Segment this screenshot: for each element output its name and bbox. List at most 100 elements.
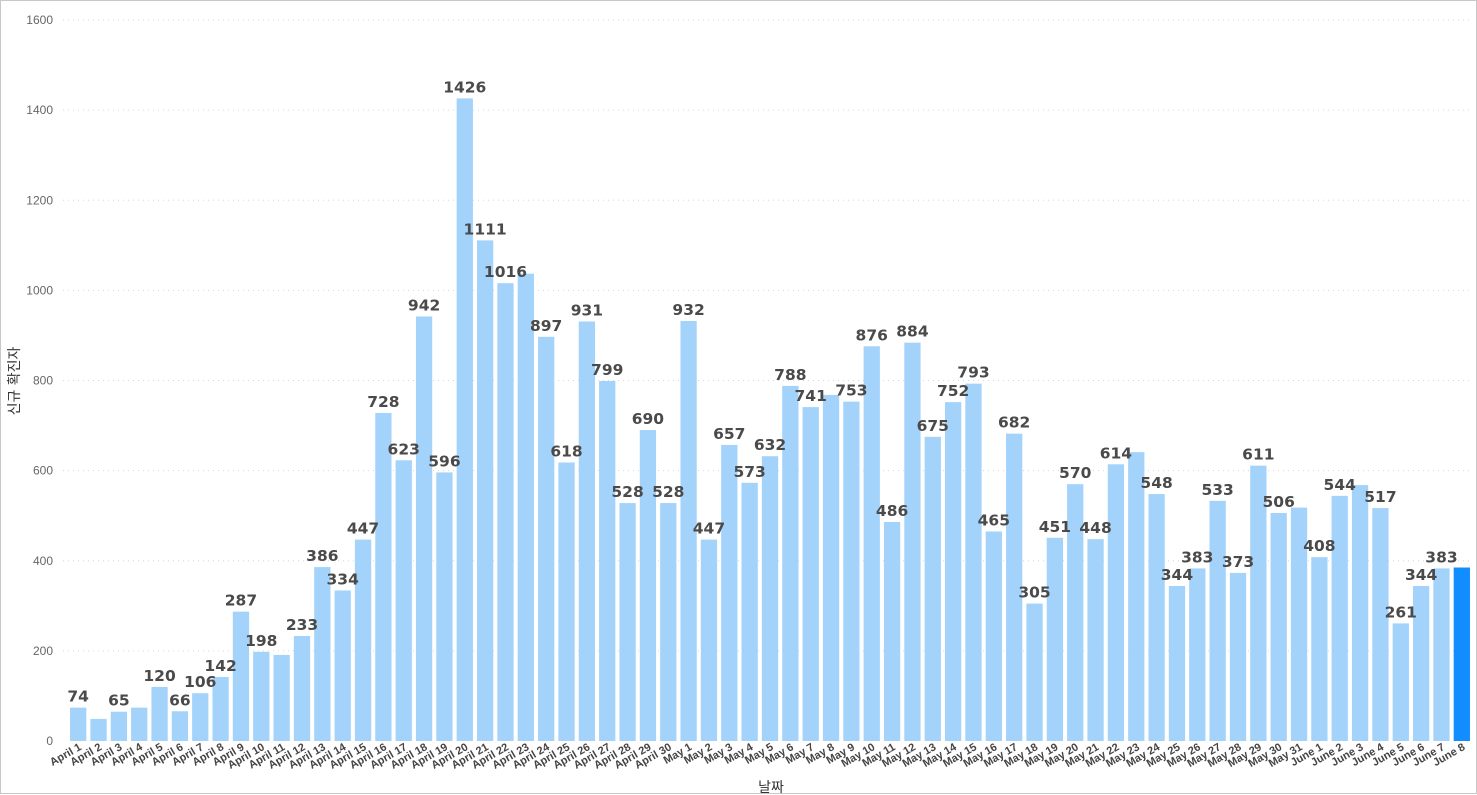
bar[interactable] (1026, 603, 1043, 741)
bar[interactable] (599, 380, 616, 741)
y-tick-label: 1000 (26, 283, 53, 297)
data-label: 486 (876, 502, 908, 520)
bar[interactable] (517, 273, 534, 741)
bar[interactable] (965, 383, 982, 741)
bar[interactable] (1412, 585, 1430, 741)
bar[interactable] (619, 503, 636, 741)
data-label: 657 (713, 425, 745, 443)
bar[interactable] (1392, 623, 1409, 741)
bar[interactable] (1107, 464, 1125, 741)
y-axis-title: 신규 확진자 (7, 346, 23, 415)
x-axis-title: 날짜 (758, 780, 784, 795)
bar[interactable] (497, 283, 514, 741)
bar[interactable] (273, 654, 290, 741)
bar[interactable] (1189, 568, 1206, 741)
bar[interactable] (558, 462, 575, 741)
bar[interactable] (110, 711, 128, 741)
bar[interactable] (314, 567, 331, 741)
bar[interactable] (863, 346, 880, 741)
bar[interactable] (1229, 572, 1247, 741)
bar[interactable] (1128, 452, 1145, 741)
bar[interactable] (232, 611, 250, 741)
data-label: 932 (672, 301, 704, 319)
data-label: 448 (1079, 519, 1111, 537)
bars (70, 98, 1470, 742)
bar[interactable] (578, 321, 596, 741)
bar[interactable] (253, 651, 270, 741)
bar[interactable] (1372, 508, 1389, 741)
bar[interactable] (436, 472, 453, 741)
bar[interactable] (131, 707, 148, 741)
bar[interactable] (660, 503, 677, 741)
bar[interactable] (680, 321, 697, 741)
bar[interactable] (639, 430, 657, 741)
bar[interactable] (1006, 433, 1023, 741)
data-label: 728 (367, 393, 399, 411)
bar[interactable] (1311, 557, 1328, 741)
bar[interactable] (700, 539, 718, 741)
bar[interactable] (1250, 465, 1267, 741)
bar[interactable] (782, 385, 799, 741)
bar[interactable] (1148, 494, 1165, 741)
y-tick-label: 1600 (26, 13, 53, 27)
bar[interactable] (212, 677, 229, 741)
bar[interactable] (375, 412, 392, 741)
bar[interactable] (538, 336, 555, 741)
data-label: 1111 (464, 220, 507, 238)
bar[interactable] (822, 394, 840, 741)
data-label: 799 (591, 361, 623, 379)
bar[interactable] (415, 316, 433, 741)
bar[interactable] (334, 590, 351, 741)
bar[interactable] (293, 636, 311, 741)
bar[interactable] (151, 686, 168, 741)
bar[interactable] (1168, 585, 1186, 741)
data-label: 517 (1364, 488, 1396, 506)
bar[interactable] (1270, 512, 1287, 741)
bar[interactable] (1046, 537, 1064, 741)
data-label: 66 (169, 691, 191, 709)
bar[interactable] (192, 693, 209, 741)
data-label: 528 (611, 483, 643, 501)
bar[interactable] (761, 456, 779, 741)
bar[interactable] (741, 482, 758, 741)
data-label: 632 (754, 436, 786, 454)
data-label: 876 (856, 326, 888, 344)
bar[interactable] (944, 402, 962, 741)
data-label: 344 (1405, 566, 1438, 584)
bar[interactable] (354, 539, 372, 741)
data-label: 741 (795, 387, 827, 405)
bar[interactable] (721, 444, 738, 741)
data-label: 447 (693, 520, 725, 538)
data-label: 447 (347, 520, 379, 538)
bar[interactable] (1087, 539, 1104, 741)
bar[interactable] (90, 718, 107, 741)
bar[interactable] (802, 407, 819, 741)
data-label: 120 (143, 667, 176, 685)
bar[interactable] (1209, 500, 1226, 741)
bar[interactable] (70, 707, 87, 741)
bar[interactable] (1453, 567, 1470, 741)
bar[interactable] (171, 711, 189, 741)
data-label: 1016 (484, 263, 527, 281)
bar[interactable] (1351, 485, 1369, 741)
data-label: 596 (428, 452, 460, 470)
bar[interactable] (843, 401, 860, 741)
bar[interactable] (1290, 507, 1308, 741)
bar[interactable] (924, 436, 941, 741)
bar[interactable] (1331, 495, 1348, 741)
data-label: 884 (896, 323, 929, 341)
bar[interactable] (1433, 568, 1450, 741)
bar[interactable] (883, 522, 901, 741)
data-label: 690 (632, 410, 665, 428)
bar[interactable] (904, 342, 921, 741)
bar[interactable] (985, 531, 1002, 741)
data-label: 793 (957, 364, 989, 382)
data-label: 344 (1161, 566, 1194, 584)
bar[interactable] (456, 98, 473, 741)
data-label: 682 (998, 414, 1030, 432)
y-tick-label: 600 (33, 464, 53, 478)
bar[interactable] (476, 240, 494, 742)
bar[interactable] (1067, 484, 1084, 741)
data-label: 1426 (443, 78, 486, 96)
bar[interactable] (395, 460, 412, 741)
